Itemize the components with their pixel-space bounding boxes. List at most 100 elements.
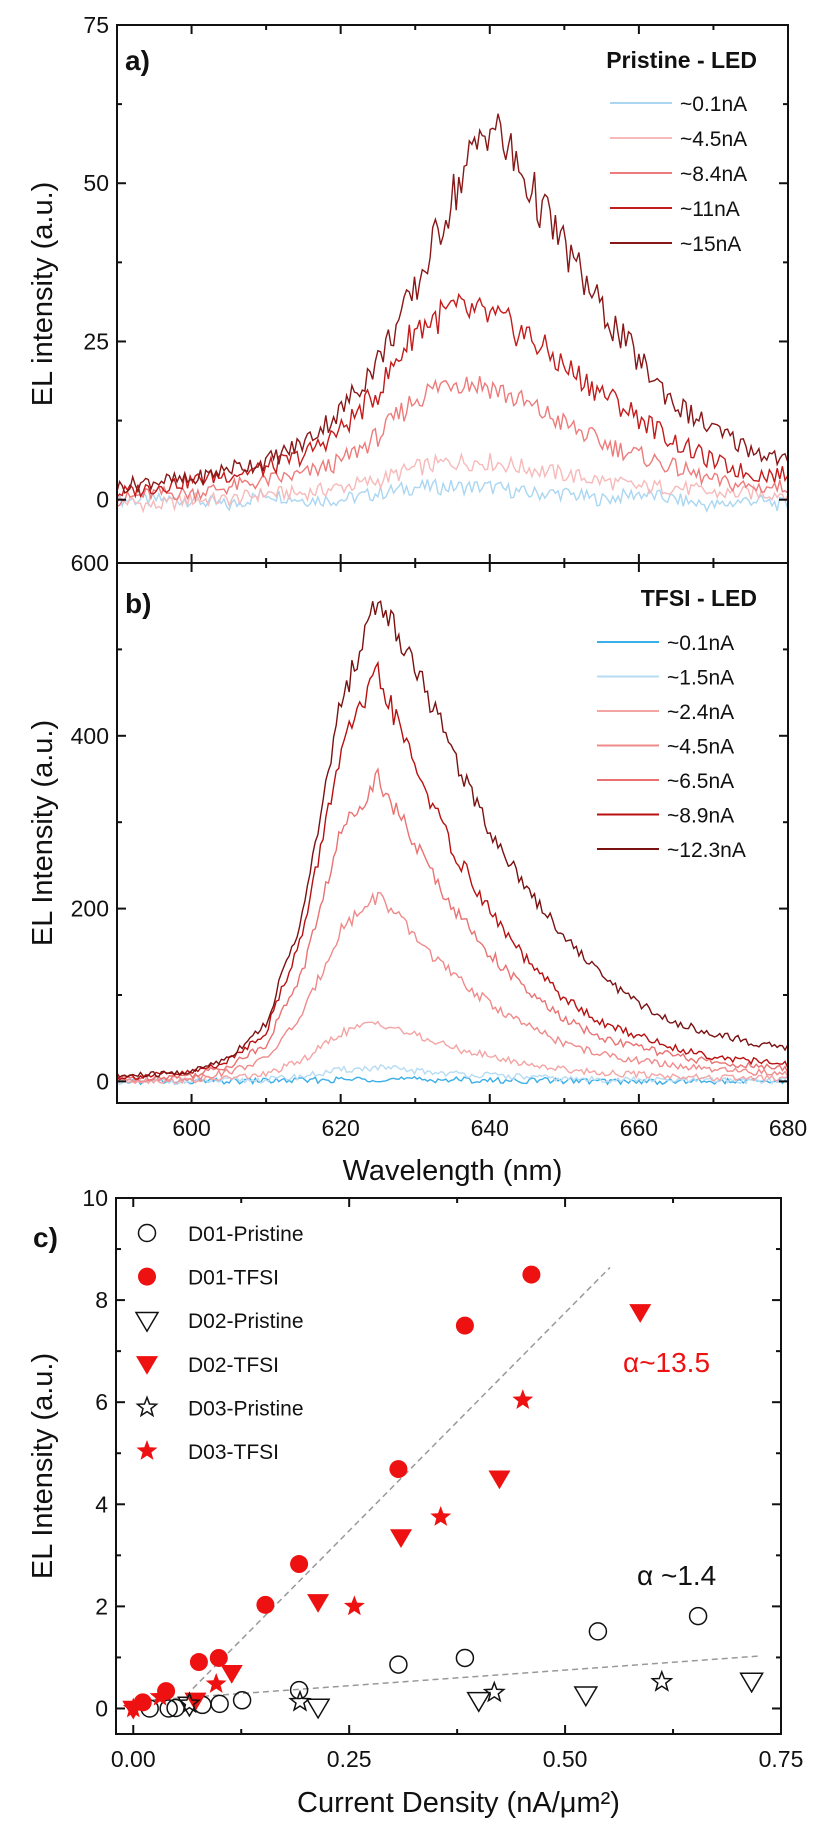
legend-label: D02-Pristine (188, 1310, 304, 1333)
series-line-12.3nA (116, 600, 789, 1078)
series-line-11nA (116, 292, 789, 499)
legend-label: ~0.1nA (667, 632, 734, 655)
legend-marker (136, 1356, 158, 1375)
legend-marker (134, 1311, 160, 1333)
data-point (466, 1691, 492, 1713)
data-point (430, 1506, 452, 1526)
legend-label: ~4.5nA (667, 736, 734, 759)
y-tick-label: 10 (82, 1185, 108, 1211)
legend-marker (135, 1395, 159, 1418)
data-point (389, 1655, 408, 1674)
data-point (455, 1316, 474, 1335)
data-point (305, 1698, 331, 1720)
alpha-annotation-pristine: α ~1.4 (637, 1560, 716, 1591)
data-point (389, 1460, 408, 1479)
y-tick-label: 0 (96, 487, 109, 513)
legend-label: D03-TFSI (188, 1441, 279, 1464)
series-d01-pristine (140, 1606, 708, 1718)
legend-label: ~6.5nA (667, 770, 734, 793)
x-tick-label: 0.50 (543, 1746, 588, 1772)
series-line-4.5nA (116, 451, 789, 514)
legend-label: ~11nA (680, 198, 740, 221)
legend-label: ~8.9nA (667, 805, 734, 828)
data-point (512, 1389, 534, 1409)
x-tick-label: 0.00 (111, 1746, 156, 1772)
series-line-0.1nA (116, 1075, 788, 1086)
legend-label: D02-TFSI (188, 1354, 279, 1377)
y-tick-label: 400 (71, 723, 109, 749)
data-point (307, 1594, 330, 1613)
legend-label: ~1.5nA (667, 667, 734, 690)
series-line-8.4nA (116, 375, 789, 507)
data-point (184, 1692, 207, 1712)
data-point (159, 1699, 178, 1718)
panel-c-frame (115, 1197, 782, 1735)
legend-marker (137, 1223, 157, 1243)
legend-label: ~8.4nA (680, 163, 747, 186)
panel-b-frame (116, 562, 789, 1104)
panel-a (116, 113, 789, 514)
panel-label: a) (125, 45, 150, 76)
x-tick-label: 680 (769, 1115, 807, 1141)
data-point (629, 1304, 652, 1323)
legend-label: ~15nA (680, 233, 741, 256)
legend-label: ~4.5nA (680, 128, 747, 151)
legend-marker (138, 1267, 156, 1286)
legend-label: ~0.1nA (680, 93, 747, 116)
x-tick-label: 600 (172, 1115, 210, 1141)
y-tick-label: 50 (83, 170, 109, 196)
data-point (220, 1665, 243, 1684)
series-line-8.9nA (116, 660, 789, 1081)
y-tick-label: 4 (95, 1491, 108, 1517)
legend-label: D01-TFSI (188, 1267, 279, 1290)
legend-label: ~2.4nA (667, 701, 734, 724)
series-d03-pristine (177, 1669, 674, 1714)
panel-label: b) (125, 588, 151, 619)
series-d02-pristine (177, 1672, 764, 1720)
y-tick-label: 600 (71, 550, 109, 576)
legend-title: TFSI - LED (641, 585, 757, 611)
data-point (256, 1595, 275, 1614)
y-tick-label: 200 (71, 896, 109, 922)
y-tick-label: 25 (83, 328, 109, 354)
y-axis-label: EL intensity (a.u.) (27, 182, 59, 407)
panel-label: c) (33, 1222, 58, 1253)
x-axis-label: Wavelength (nm) (343, 1155, 563, 1187)
x-tick-label: 660 (620, 1115, 658, 1141)
data-point (588, 1622, 608, 1641)
legend-marker (136, 1440, 158, 1460)
series-line-4.5nA (116, 891, 789, 1083)
data-point (289, 1680, 309, 1700)
legend-label: D03-Pristine (188, 1397, 304, 1420)
series-d03-tfsi (122, 1389, 534, 1718)
data-point (455, 1648, 475, 1668)
data-point (205, 1673, 227, 1693)
legend-label: ~12.3nA (667, 839, 746, 862)
data-point (288, 1689, 312, 1712)
data-point (290, 1555, 309, 1574)
y-tick-label: 0 (95, 1695, 108, 1721)
y-tick-label: 6 (95, 1389, 108, 1415)
legend-label: D01-Pristine (188, 1223, 304, 1246)
y-tick-label: 0 (96, 1068, 109, 1094)
y-tick-label: 2 (95, 1593, 108, 1619)
y-axis-label: EL Intensity (a.u.) (27, 720, 59, 946)
data-point (177, 1691, 201, 1714)
series-line-0.1nA (116, 478, 789, 513)
data-point (343, 1595, 365, 1616)
data-point (122, 1697, 144, 1718)
data-point (739, 1672, 764, 1694)
x-tick-label: 620 (321, 1115, 359, 1141)
series-line-6.5nA (116, 767, 789, 1081)
data-point (189, 1653, 208, 1672)
data-point (390, 1529, 412, 1548)
data-point (482, 1680, 506, 1703)
data-point (650, 1669, 674, 1692)
series-line-2.4nA (116, 1020, 789, 1085)
fit-line (192, 1266, 611, 1690)
x-tick-label: 0.25 (327, 1746, 372, 1772)
data-point (522, 1265, 541, 1284)
data-point (232, 1691, 252, 1710)
data-point (688, 1606, 708, 1626)
